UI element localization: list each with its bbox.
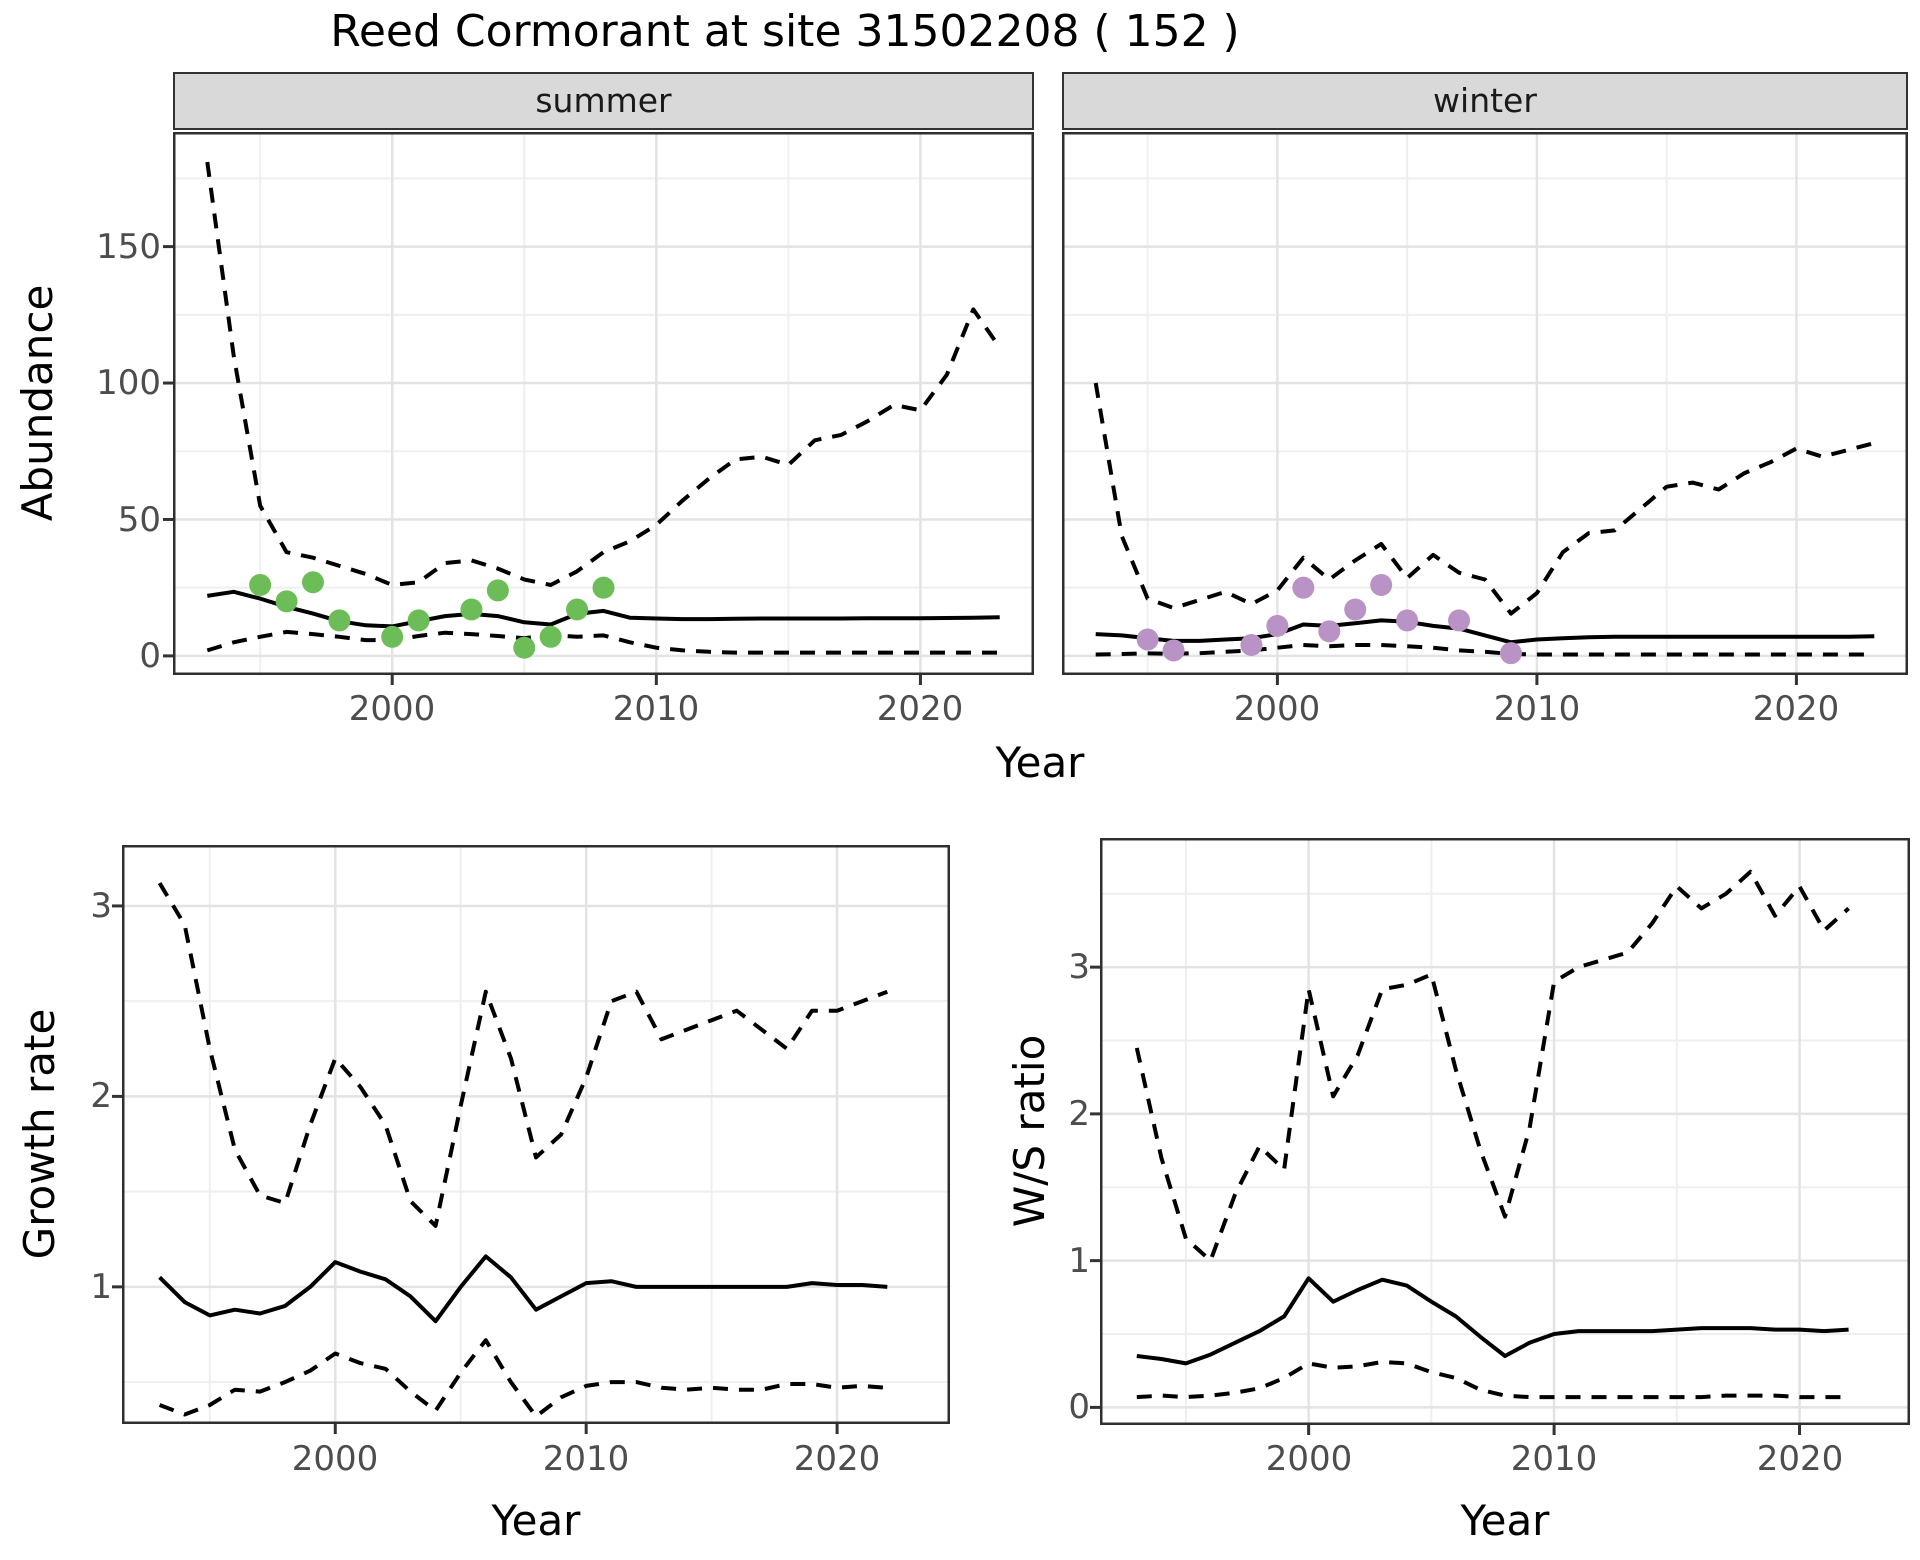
- y-tick-label: 0: [1068, 1387, 1090, 1427]
- x-tick-label: 2010: [1493, 689, 1581, 729]
- y-tick-label: 100: [96, 363, 161, 403]
- facet-strip-winter-label: winter: [1433, 81, 1537, 120]
- growth-rate-panel: [112, 845, 950, 1434]
- x-tick-label: 2010: [612, 689, 700, 729]
- x-tick-label: 2020: [876, 689, 964, 729]
- facet-strip-summer: summer: [173, 72, 1034, 130]
- x-tick-label: 2020: [1752, 689, 1840, 729]
- y-tick-label: 2: [1068, 1094, 1090, 1134]
- y-tick-label: 0: [139, 636, 161, 676]
- x-tick-label: 2000: [348, 689, 436, 729]
- x-tick-label: 2000: [291, 1439, 379, 1479]
- y-tick-label: 3: [90, 886, 112, 926]
- x-axis-label-year-ws: Year: [1460, 1496, 1550, 1545]
- y-tick-label: 150: [96, 227, 161, 267]
- facet-strip-summer-label: summer: [535, 81, 672, 120]
- x-tick-label: 2000: [1233, 689, 1321, 729]
- x-axis-label-year-growth: Year: [491, 1496, 581, 1545]
- y-tick-label: 50: [117, 500, 161, 540]
- y-tick-label: 3: [1068, 947, 1090, 987]
- x-tick-label: 2020: [793, 1439, 881, 1479]
- y-axis-label-abundance: Abundance: [13, 284, 62, 522]
- abundance-summer-panel: [163, 132, 1034, 685]
- abundance-winter-panel: [1062, 132, 1908, 685]
- y-tick-label: 1: [90, 1267, 112, 1307]
- y-tick-label: 2: [90, 1076, 112, 1116]
- x-tick-label: 2000: [1265, 1439, 1353, 1479]
- y-axis-label-ws-ratio: W/S ratio: [1005, 1034, 1054, 1228]
- y-axis-label-growth-rate: Growth rate: [15, 1008, 64, 1260]
- y-tick-label: 1: [1068, 1241, 1090, 1281]
- facet-strip-winter: winter: [1062, 72, 1908, 130]
- plot-title: Reed Cormorant at site 31502208 ( 152 ): [330, 6, 1240, 57]
- x-tick-label: 2010: [1510, 1439, 1598, 1479]
- ws-ratio-panel: [1090, 838, 1910, 1435]
- x-tick-label: 2010: [542, 1439, 630, 1479]
- x-axis-label-year-top: Year: [995, 738, 1085, 787]
- x-tick-label: 2020: [1756, 1439, 1844, 1479]
